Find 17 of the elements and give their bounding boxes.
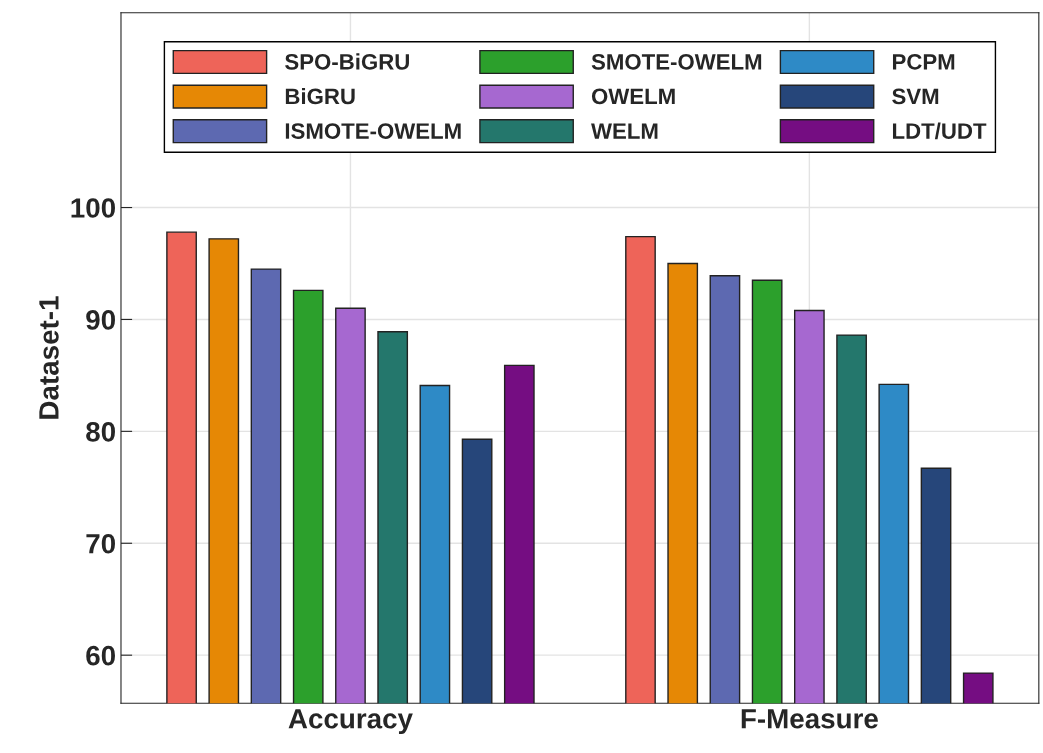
legend-label: PCPM — [892, 53, 955, 70]
legend-label: SVM — [892, 88, 939, 105]
y-tick-label: 60 — [86, 645, 115, 666]
y-tick-label: 90 — [86, 310, 115, 330]
y-tick-label: 100 — [71, 198, 115, 218]
legend-label: SPO-BiGRU — [285, 53, 409, 70]
legend-label: LDT/UDT — [892, 122, 987, 140]
y-tick-label: 70 — [86, 533, 115, 554]
legend-label: SMOTE-OWELM — [591, 53, 762, 70]
x-tick-label: Accuracy — [288, 709, 413, 735]
x-tick-label: F-Measure — [741, 709, 878, 729]
y-tick-label: 80 — [86, 422, 115, 442]
legend-label: WELM — [591, 123, 658, 139]
legend-label: OWELM — [591, 88, 675, 105]
legend-label: BiGRU — [285, 87, 355, 105]
legend-label: ISMOTE-OWELM — [285, 123, 461, 139]
y-axis-title: Dataset-1 — [39, 296, 59, 419]
